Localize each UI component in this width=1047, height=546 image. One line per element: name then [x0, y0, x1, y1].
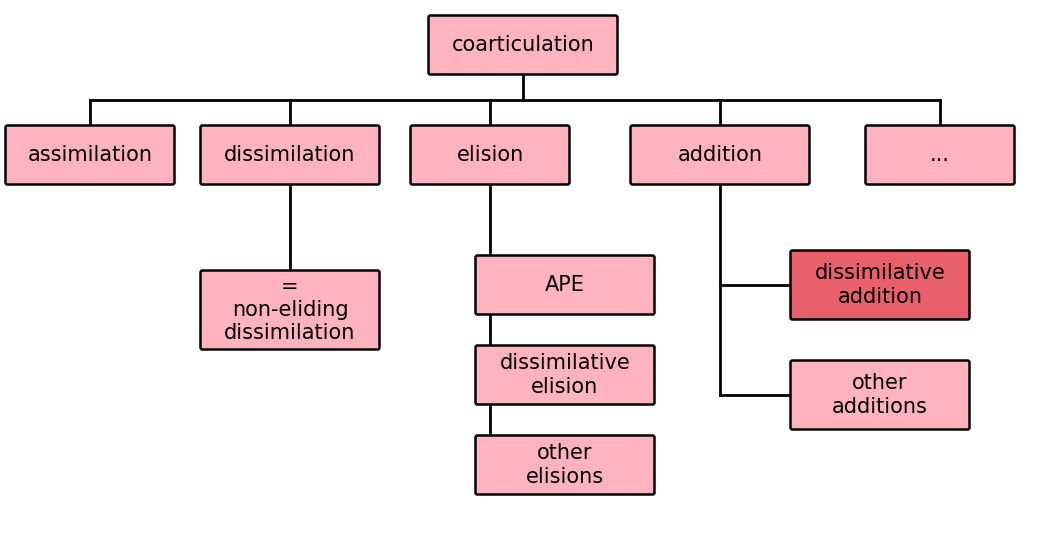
- Text: coarticulation: coarticulation: [451, 35, 595, 55]
- Text: dissimilative
addition: dissimilative addition: [815, 263, 945, 307]
- Text: dissimilative
elision: dissimilative elision: [499, 353, 630, 396]
- Text: other
elisions: other elisions: [526, 443, 604, 486]
- Text: elision: elision: [456, 145, 524, 165]
- FancyBboxPatch shape: [866, 126, 1015, 185]
- FancyBboxPatch shape: [790, 251, 970, 319]
- FancyBboxPatch shape: [475, 346, 654, 405]
- FancyBboxPatch shape: [475, 256, 654, 314]
- Text: other
additions: other additions: [832, 373, 928, 417]
- FancyBboxPatch shape: [200, 126, 379, 185]
- FancyBboxPatch shape: [428, 15, 618, 74]
- FancyBboxPatch shape: [5, 126, 175, 185]
- FancyBboxPatch shape: [630, 126, 809, 185]
- FancyBboxPatch shape: [410, 126, 570, 185]
- FancyBboxPatch shape: [790, 360, 970, 430]
- Text: ...: ...: [930, 145, 950, 165]
- Text: dissimilation: dissimilation: [224, 145, 356, 165]
- Text: =
non-eliding
dissimilation: = non-eliding dissimilation: [224, 277, 356, 343]
- Text: APE: APE: [545, 275, 585, 295]
- Text: assimilation: assimilation: [27, 145, 153, 165]
- FancyBboxPatch shape: [475, 436, 654, 495]
- FancyBboxPatch shape: [200, 270, 379, 349]
- Text: addition: addition: [677, 145, 762, 165]
